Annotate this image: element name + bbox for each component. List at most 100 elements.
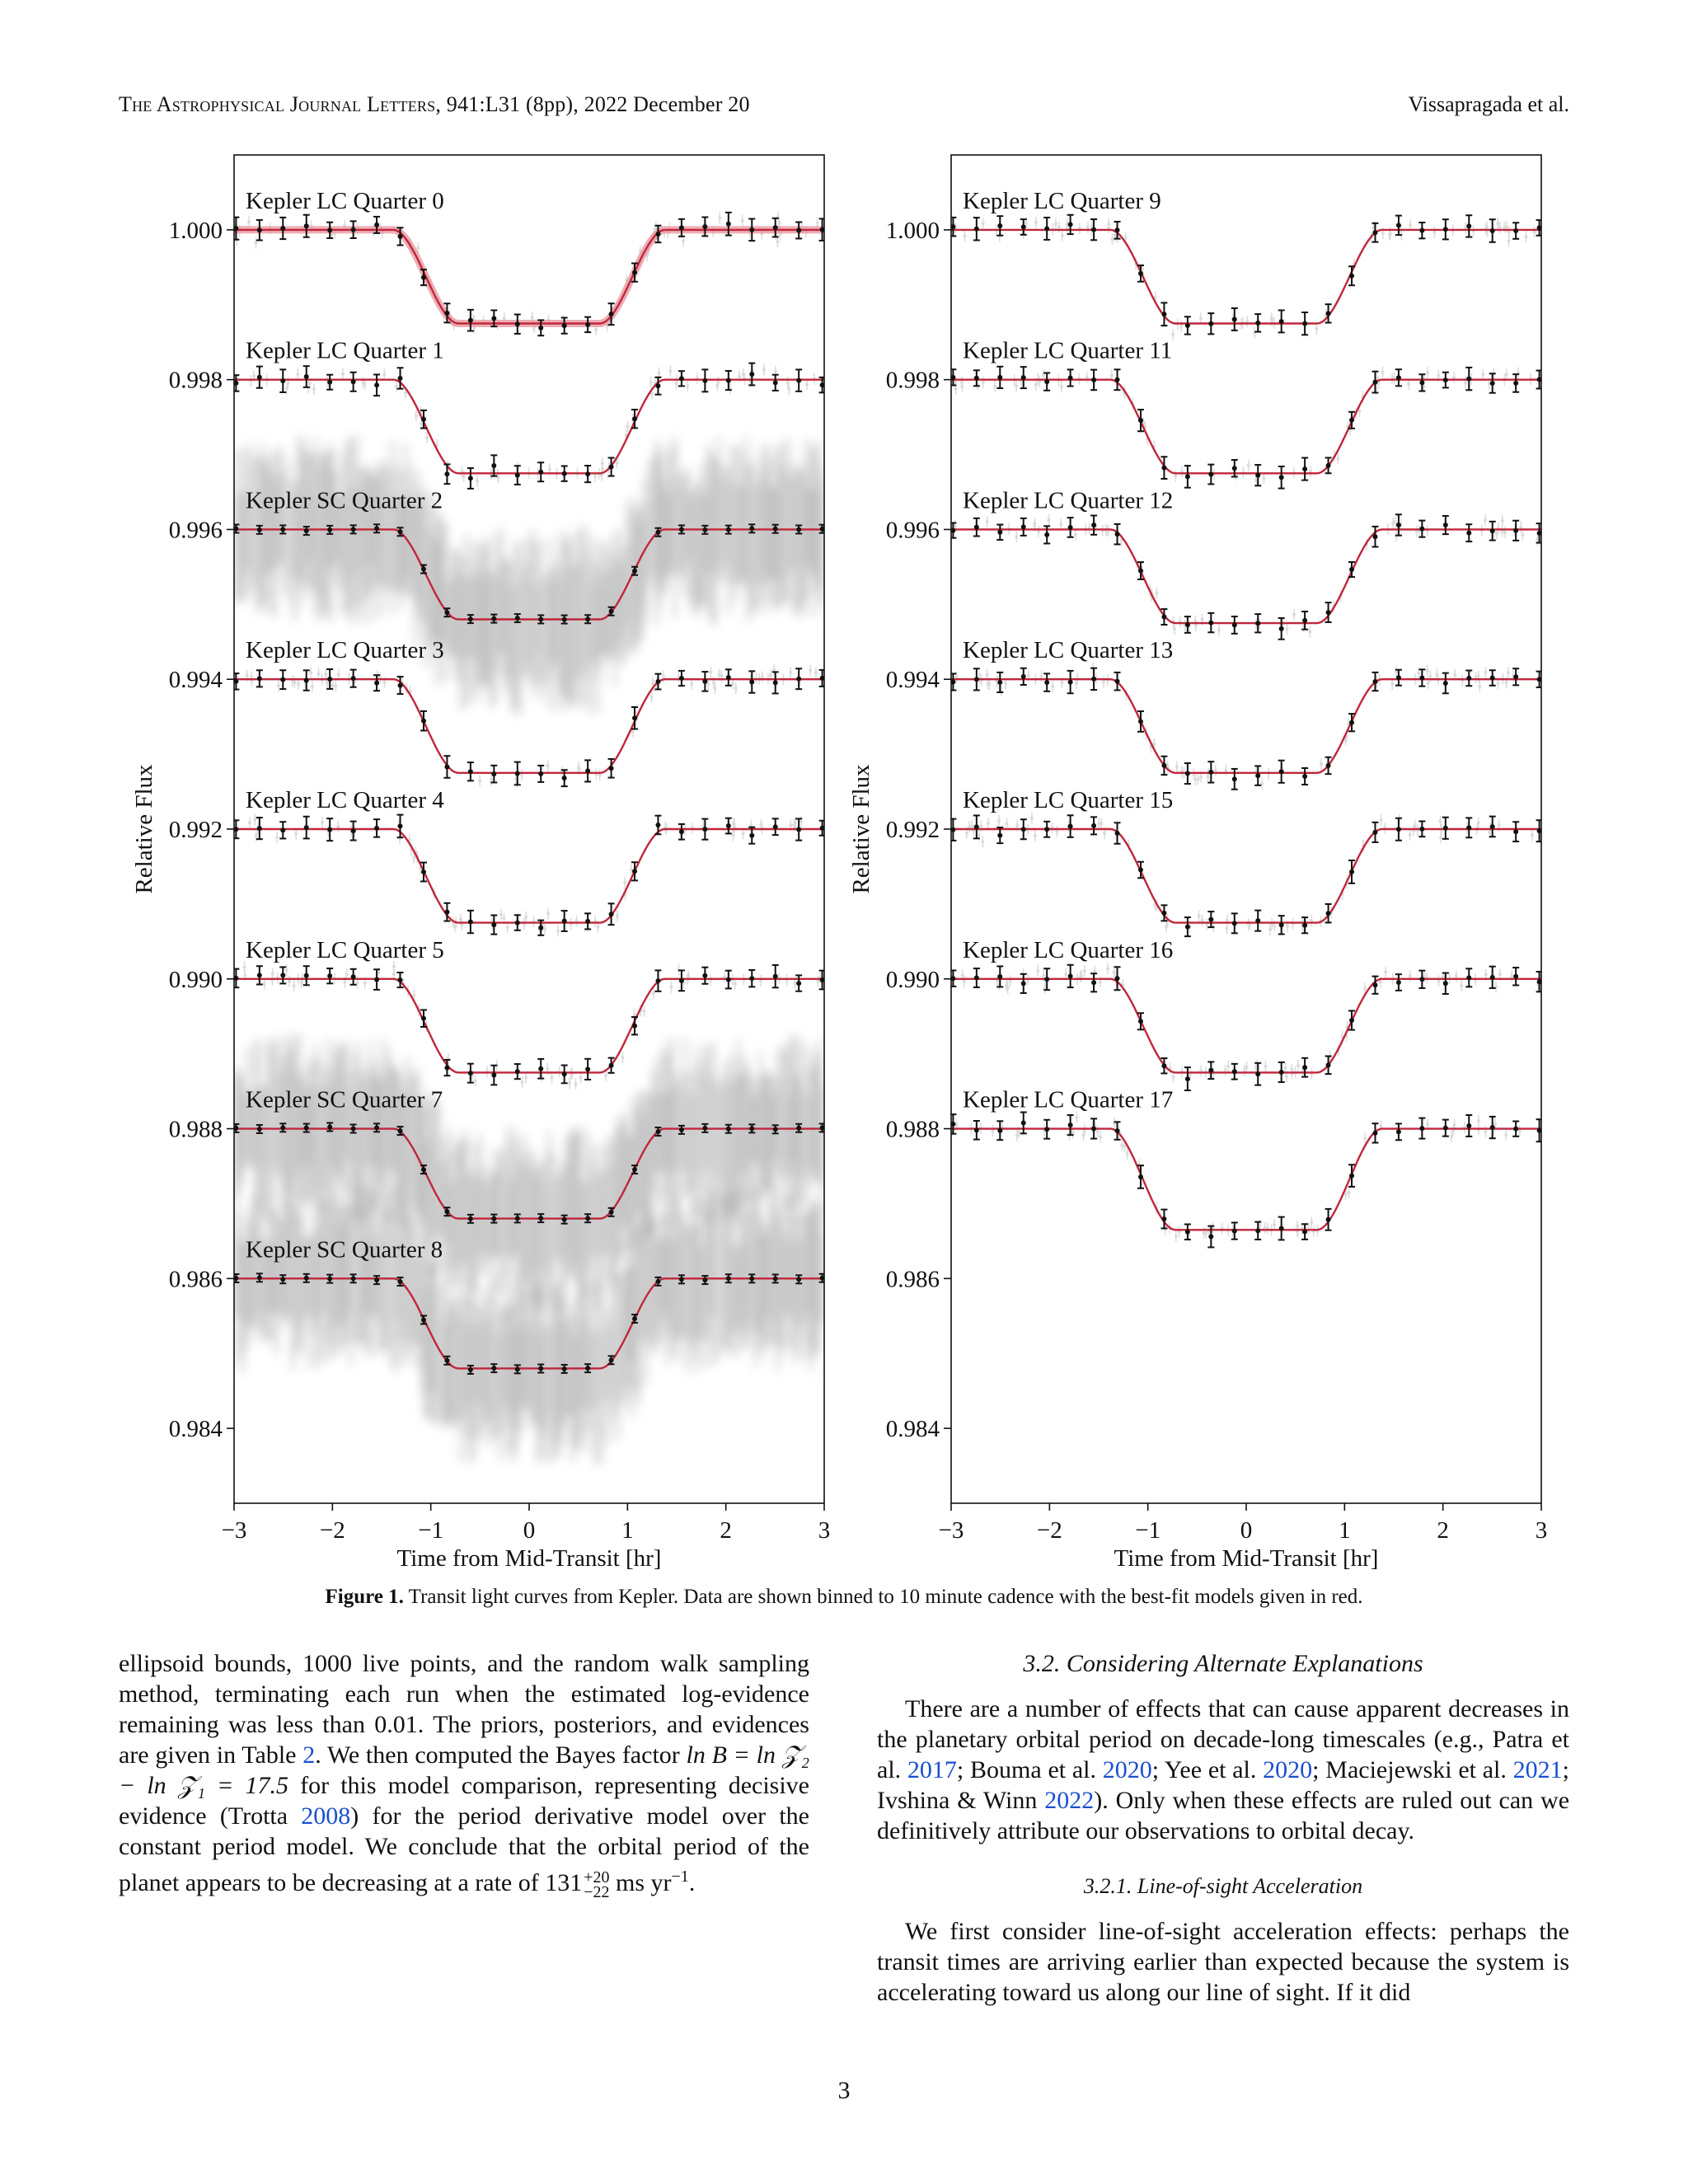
binned-point <box>748 1123 756 1134</box>
binned-point <box>996 523 1004 541</box>
binned-point <box>1278 465 1285 490</box>
binned-point <box>1442 371 1449 389</box>
binned-point <box>1067 669 1074 695</box>
x-tick-label: 1 <box>1339 1517 1351 1544</box>
binned-point <box>748 670 756 694</box>
citation-maciejewski-link[interactable]: 2021 <box>1512 1756 1563 1783</box>
binned-point <box>1231 912 1238 935</box>
binned-point <box>996 826 1004 845</box>
binned-point <box>951 818 957 841</box>
binned-data <box>234 523 824 625</box>
binned-point <box>678 1274 685 1285</box>
binned-point <box>818 523 824 534</box>
binned-point <box>1442 1118 1449 1137</box>
binned-point <box>326 221 334 239</box>
binned-point <box>1325 303 1332 324</box>
binned-point <box>513 1213 521 1224</box>
binned-point <box>1090 816 1098 836</box>
rate-unit: ms yr <box>609 1869 672 1896</box>
binned-point <box>537 1363 545 1374</box>
binned-point <box>513 1364 521 1375</box>
citation-bouma-link[interactable]: 2020 <box>1102 1756 1152 1783</box>
table-ref-link[interactable]: 2 <box>302 1741 316 1769</box>
binned-point <box>560 1363 568 1374</box>
paragraph-line-of-sight: We first consider line-of-sight accelera… <box>877 1918 1569 2006</box>
binned-data <box>234 963 824 1086</box>
binned-point <box>607 606 615 616</box>
x-tick-label: 0 <box>1240 1517 1253 1544</box>
binned-point <box>1184 465 1191 489</box>
x-tick-label: −2 <box>320 1517 345 1544</box>
binned-point <box>1395 973 1402 991</box>
binned-point <box>349 1123 357 1134</box>
light-curve-kepler-lc-quarter-12 <box>951 513 1541 640</box>
binned-data <box>951 963 1541 1092</box>
binned-point <box>326 1273 334 1284</box>
binned-point <box>279 1122 287 1133</box>
binned-point <box>795 368 803 392</box>
binned-point <box>420 409 427 429</box>
binned-point <box>373 523 381 534</box>
binned-point <box>349 524 357 535</box>
bayes-factor-equation: ln B = ln 𝒵₂ − ln 𝒵₁ = 17.5 <box>119 1741 809 1799</box>
binned-point <box>1348 265 1356 287</box>
binned-point <box>584 1057 592 1081</box>
binned-point <box>420 861 427 883</box>
binned-point <box>1231 307 1238 331</box>
binned-point <box>724 1123 732 1134</box>
x-axis-label: Time from Mid-Transit [hr] <box>397 1545 662 1572</box>
binned-point <box>443 1355 451 1366</box>
binned-point <box>724 969 732 990</box>
binned-point <box>654 224 662 244</box>
x-axis-label: Time from Mid-Transit [hr] <box>1114 1545 1379 1572</box>
binned-point <box>1489 815 1496 838</box>
binned-point <box>1348 713 1356 733</box>
binned-point <box>560 465 568 482</box>
citation-ivshina-link[interactable]: 2022 <box>1044 1787 1095 1814</box>
binned-point <box>1372 370 1379 394</box>
binned-point <box>420 710 427 732</box>
binned-point <box>234 374 240 392</box>
light-curve-kepler-lc-quarter-4 <box>234 813 824 937</box>
binned-point <box>1020 972 1027 994</box>
text-run: ; Ivshina & Winn <box>877 1756 1569 1814</box>
binned-point <box>537 319 545 337</box>
text-run: ; Maciejewski et al. <box>1312 1756 1513 1783</box>
light-curve-kepler-lc-quarter-13 <box>951 662 1541 790</box>
binned-point <box>1348 1164 1356 1188</box>
binned-point <box>678 370 685 387</box>
binned-point <box>1184 916 1191 938</box>
text-run: for this model comparison, representing … <box>119 1772 809 1830</box>
binned-point <box>490 613 498 624</box>
binned-point <box>1160 608 1168 626</box>
binned-point <box>1043 525 1051 545</box>
binned-point <box>1395 368 1402 387</box>
y-tick-label: 0.994 <box>886 667 940 693</box>
binned-point <box>1278 309 1285 334</box>
binned-point <box>607 302 615 326</box>
raw-data-points <box>248 813 824 937</box>
citation-yee-link[interactable]: 2020 <box>1263 1756 1313 1783</box>
binned-point <box>513 465 521 485</box>
binned-point <box>1090 514 1098 536</box>
raw-data-points <box>951 1112 1522 1244</box>
binned-point <box>396 527 404 537</box>
binned-point <box>1301 457 1309 481</box>
binned-point <box>560 769 568 788</box>
binned-point <box>1254 765 1262 786</box>
binned-point <box>1114 1121 1121 1141</box>
binned-point <box>1372 1122 1379 1144</box>
binned-point <box>1160 755 1168 776</box>
citation-trotta-link[interactable]: 2008 <box>301 1802 351 1830</box>
best-fit-model-line <box>951 1127 1541 1231</box>
binned-data <box>234 211 824 337</box>
binned-point <box>795 1122 803 1133</box>
binned-point <box>748 826 756 845</box>
best-fit-model-line <box>234 827 824 924</box>
binned-point <box>973 814 980 840</box>
binned-point <box>1160 904 1168 922</box>
citation-patra-link[interactable]: 2017 <box>907 1756 957 1783</box>
x-tick-label: 2 <box>720 1517 732 1544</box>
x-tick-label: 3 <box>1536 1517 1548 1544</box>
binned-point <box>1465 968 1473 988</box>
